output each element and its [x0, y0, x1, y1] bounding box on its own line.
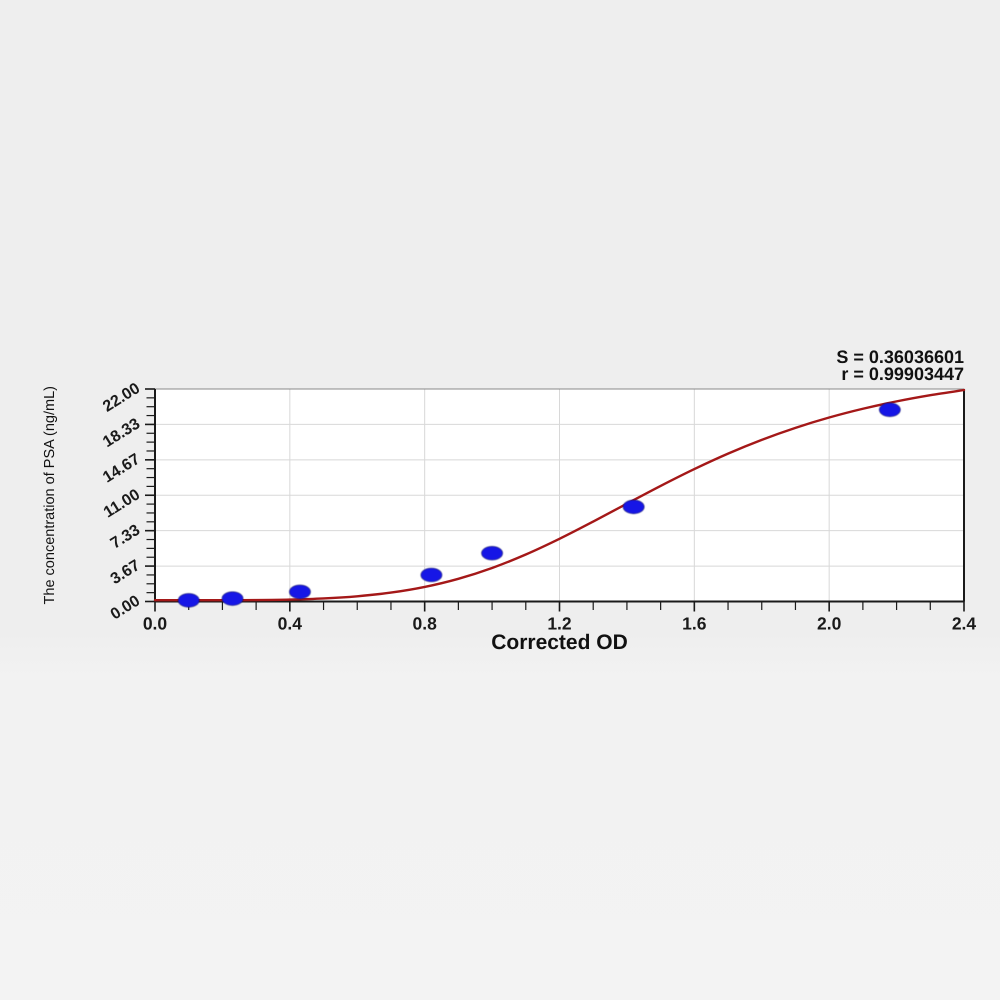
svg-text:0.8: 0.8 [413, 614, 438, 634]
svg-text:2.0: 2.0 [817, 614, 842, 634]
svg-text:0.0: 0.0 [143, 614, 168, 634]
svg-text:r = 0.99903447: r = 0.99903447 [841, 364, 964, 384]
svg-text:1.6: 1.6 [682, 614, 707, 634]
svg-text:0.4: 0.4 [278, 614, 303, 634]
svg-text:Corrected OD: Corrected OD [491, 631, 628, 654]
svg-text:The concentration of PSA (ng/m: The concentration of PSA (ng/mL) [42, 386, 58, 604]
svg-text:2.4: 2.4 [952, 614, 977, 634]
